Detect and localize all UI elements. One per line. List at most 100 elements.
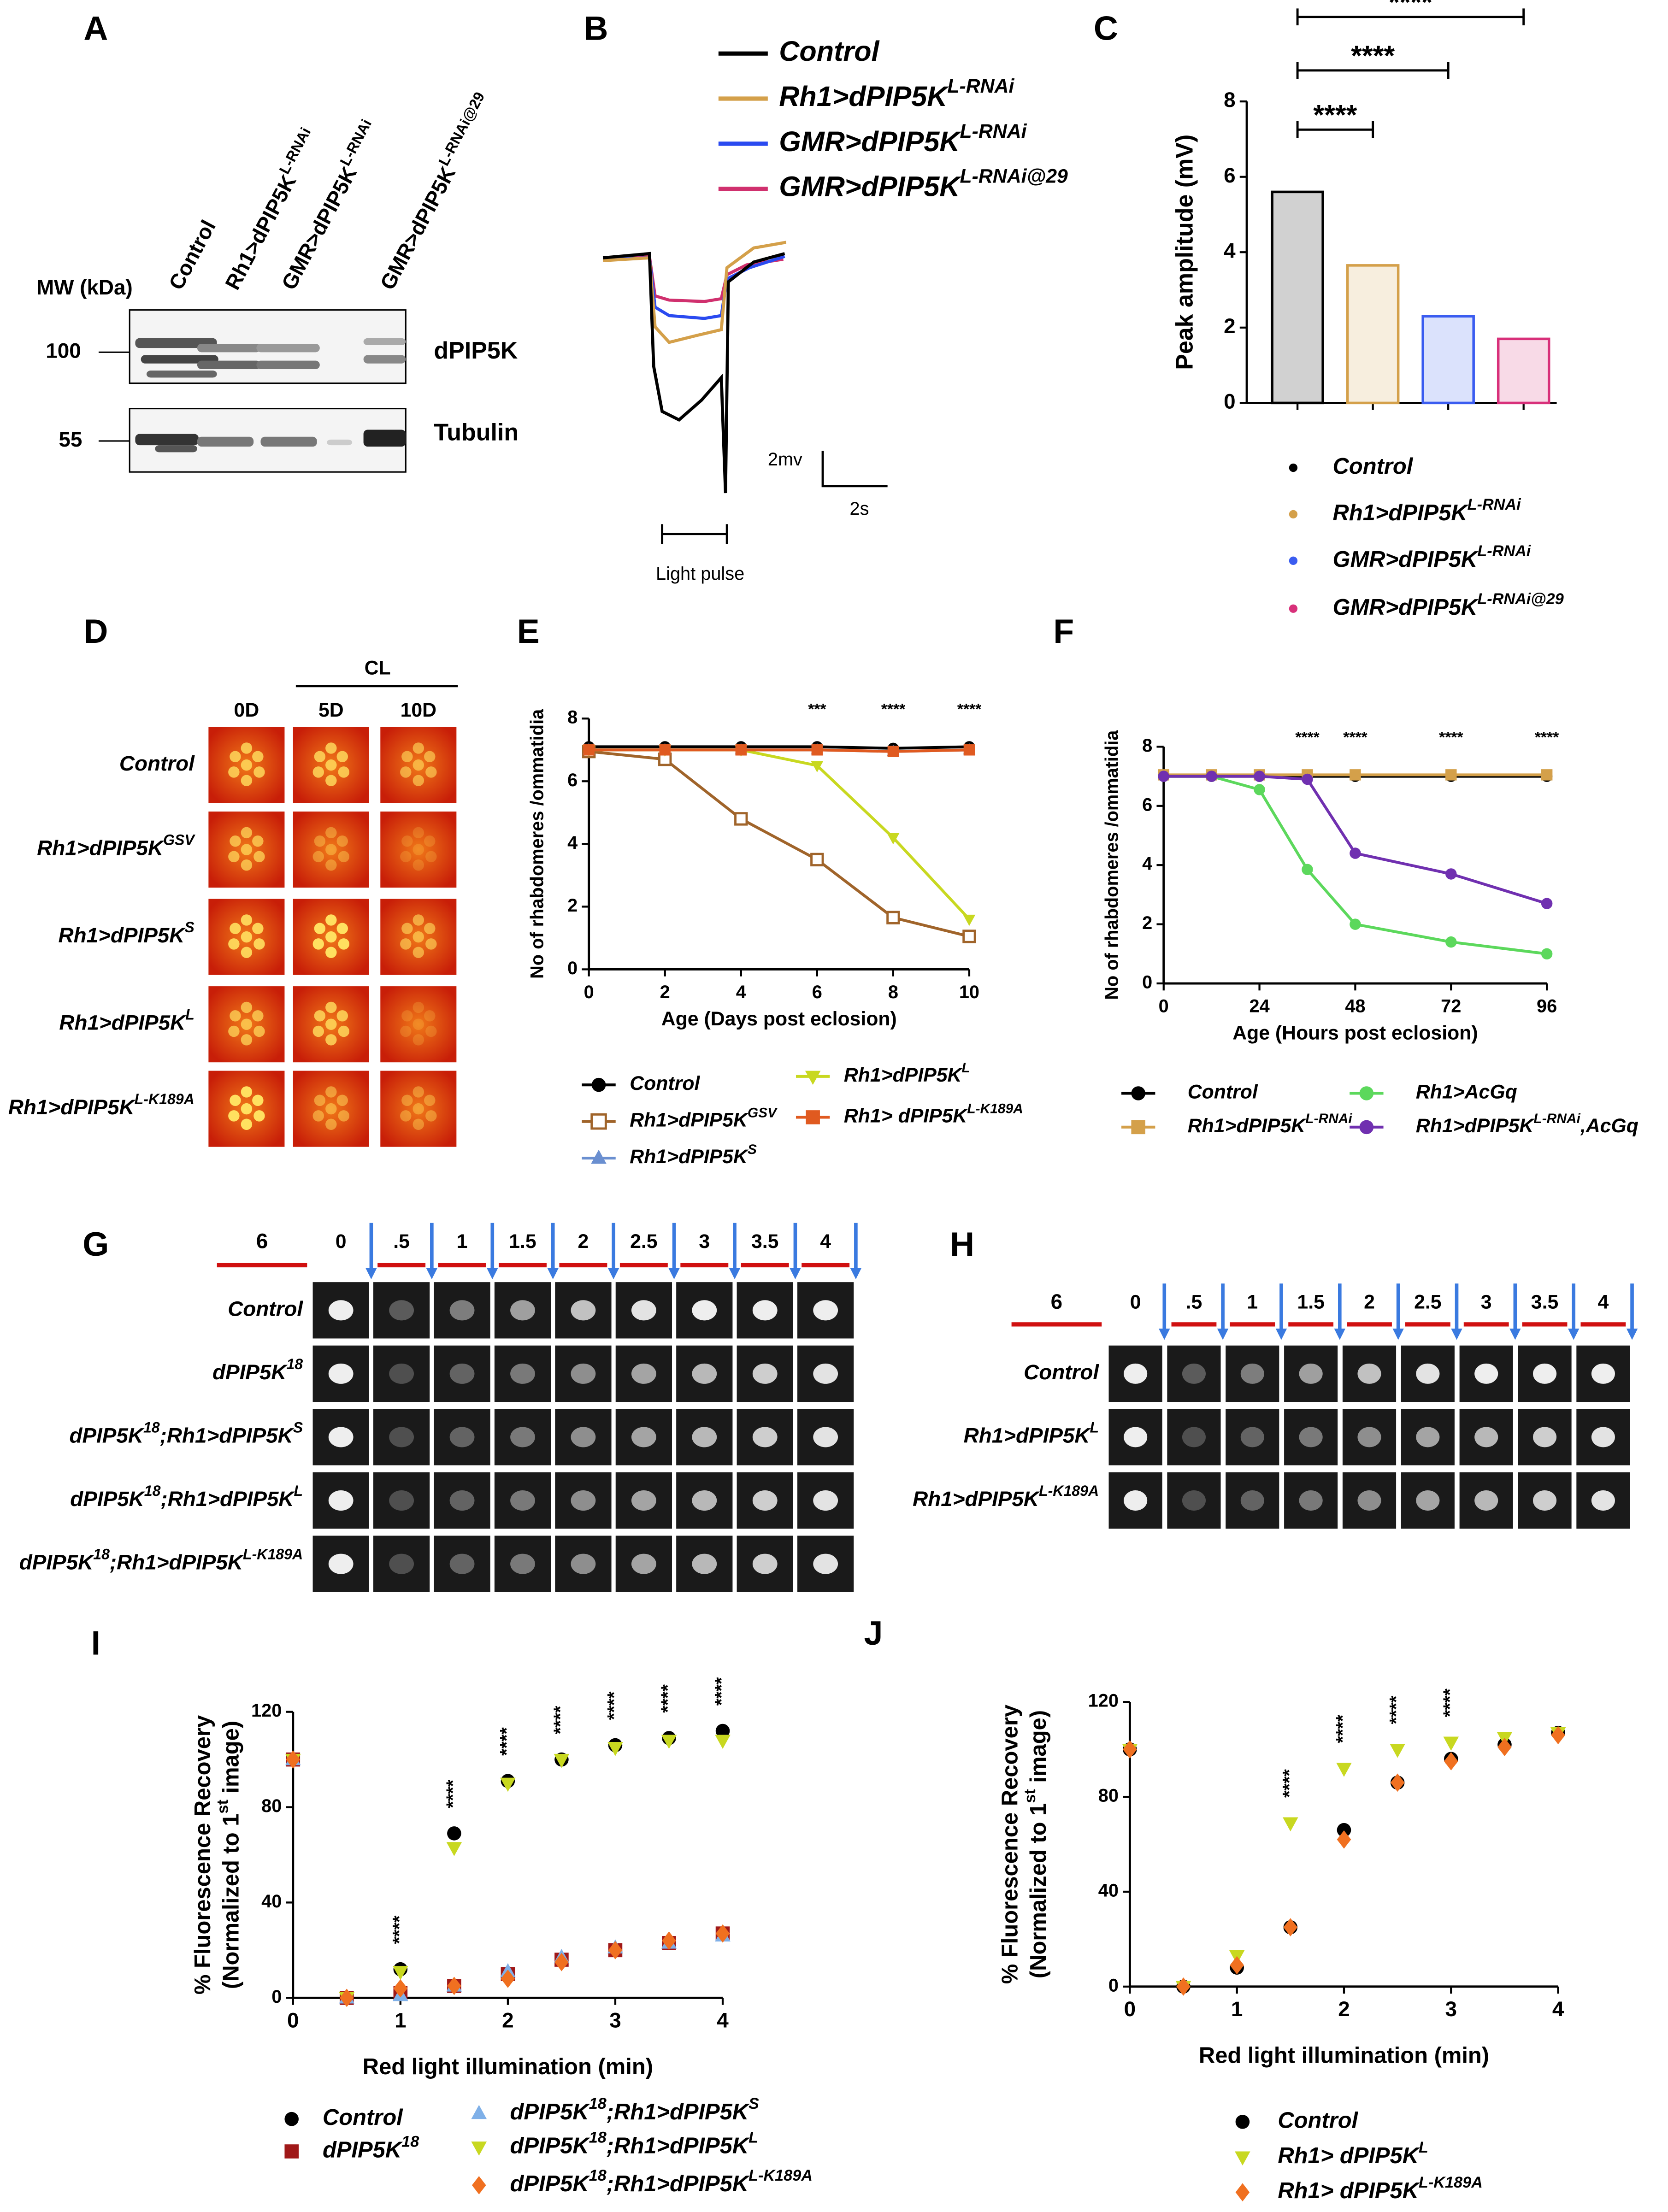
- rhabdomere: [230, 835, 241, 847]
- marker: [1444, 1752, 1458, 1771]
- rhabdomere: [241, 947, 253, 958]
- legend-label-part: L-K189A: [967, 1101, 1023, 1117]
- flash-arrow-head: [1217, 1329, 1229, 1340]
- x-tick-label: 2: [660, 982, 670, 1002]
- x-tick-label: 2: [1338, 1997, 1350, 2021]
- pseudopupil: [1299, 1363, 1323, 1384]
- y-axis-label-part: st: [214, 1800, 231, 1813]
- legend-label-part: Rh1> dPIP5K: [1278, 2143, 1420, 2168]
- pseudopupil: [389, 1427, 414, 1447]
- legend-label: Rh1> dPIP5KL-K189A: [1278, 2174, 1483, 2203]
- y-axis-label-part: Peak amplitude (mV): [1171, 135, 1198, 370]
- pseudopupil: [752, 1553, 778, 1574]
- marker: [284, 2144, 299, 2159]
- row-label-part: dPIP5K: [69, 1424, 144, 1447]
- marker: [1445, 936, 1457, 948]
- stimulus-bar: [661, 524, 728, 544]
- pseudopupil: [389, 1363, 414, 1384]
- rhabdomere: [241, 742, 253, 754]
- rhabdomere: [241, 931, 253, 943]
- x-tick-label: 3: [609, 2008, 621, 2032]
- marker: [1123, 1740, 1137, 1759]
- marker: [1445, 769, 1457, 781]
- marker: [1497, 1738, 1512, 1756]
- marker: [962, 930, 976, 943]
- panel-letter: H: [950, 1225, 974, 1263]
- x-tick-label: 8: [888, 982, 898, 1002]
- y-tick-label: 2: [1142, 913, 1152, 933]
- rhabdomere: [228, 1110, 240, 1122]
- pseudopupil: [389, 1553, 414, 1574]
- legend-label: Rh1>dPIP5KL-RNAi,AcGq: [1416, 1111, 1639, 1137]
- marker: [1443, 1736, 1459, 1751]
- micrograph: [380, 986, 457, 1063]
- marker: [393, 1966, 408, 1980]
- y-tick-label: 120: [1088, 1691, 1119, 1711]
- rhabdomere: [252, 1010, 264, 1022]
- pseudopupil: [328, 1300, 354, 1321]
- band: [327, 439, 353, 446]
- legend-label-part: L: [961, 1060, 970, 1076]
- bar: [1346, 264, 1400, 405]
- pseudopupil: [328, 1553, 354, 1574]
- pseudopupil: [1532, 1427, 1557, 1447]
- rhabdomere: [241, 1118, 253, 1130]
- legend-label: Rh1>dPIP5KL: [844, 1060, 970, 1086]
- mw-label: MW (kDa): [36, 275, 133, 299]
- marker: [1350, 918, 1361, 930]
- flash-arrow-head: [790, 1268, 801, 1280]
- rhabdomere: [338, 766, 350, 778]
- flash-arrow-head: [1392, 1329, 1404, 1340]
- rhabdomere: [400, 938, 412, 950]
- rhabdomere: [228, 766, 240, 778]
- pseudopupil-image: [434, 1535, 490, 1592]
- row-label-part: Rh1>dPIP5K: [8, 1095, 136, 1119]
- rhabdomere: [253, 1025, 265, 1037]
- rhabdomere: [312, 766, 324, 778]
- marker: [1235, 2151, 1250, 2166]
- y-axis-label: % Fluorescence Recovery: [190, 1715, 215, 1994]
- legend-label-part: Control: [630, 1072, 700, 1094]
- legend-label-part: Rh1>dPIP5K: [779, 81, 949, 112]
- y-axis-label-part: st: [1021, 1789, 1039, 1803]
- x-tick-label: 6: [812, 982, 822, 1002]
- rhabdomere: [400, 1025, 412, 1037]
- panel-letter: D: [83, 612, 108, 650]
- marker: [1541, 898, 1553, 909]
- legend-label: GMR>dPIP5KL-RNAi: [779, 120, 1027, 157]
- pseudopupil: [1124, 1363, 1148, 1384]
- y-tick-label: 0: [271, 1987, 282, 2007]
- legend-label-part: L: [1419, 2139, 1428, 2156]
- marker: [590, 1113, 607, 1130]
- micrograph: [293, 812, 369, 888]
- band: [197, 343, 261, 353]
- marker: [1445, 868, 1457, 880]
- rhabdomere: [228, 938, 240, 950]
- time-label: 2.5: [1414, 1291, 1441, 1313]
- row-label-part: Rh1>dPIP5K: [37, 836, 165, 860]
- legend-label-part: GMR>dPIP5K: [779, 171, 961, 202]
- pseudopupil-image: [1226, 1345, 1279, 1402]
- pseudopupil: [692, 1490, 717, 1511]
- legend-label-part: dPIP5K: [510, 2100, 590, 2124]
- row-label: Control: [228, 1296, 303, 1320]
- marker: [607, 1742, 623, 1756]
- row-label-part: S: [293, 1419, 303, 1436]
- pseudopupil: [813, 1363, 838, 1384]
- legend-marker: [1289, 510, 1298, 519]
- significance-label: ****: [658, 1684, 678, 1712]
- pseudopupil: [571, 1553, 596, 1574]
- legend-label: Rh1> dPIP5KL-K189A: [844, 1101, 1023, 1127]
- legend-label: Control: [779, 35, 880, 67]
- flash-arrow-head: [607, 1268, 619, 1280]
- y-axis-label: (Normalized to 1st image): [214, 1721, 243, 1989]
- significance-label: ****: [1332, 1714, 1353, 1743]
- y-axis-label-part: % Fluorescence Recovery: [190, 1715, 215, 1994]
- marker: [1254, 771, 1265, 782]
- x-tick-label: 96: [1537, 996, 1557, 1016]
- rhabdomere: [312, 1110, 324, 1122]
- pseudopupil: [813, 1490, 838, 1511]
- legend-label: Control: [1278, 2108, 1358, 2133]
- time-label: 3: [699, 1230, 710, 1253]
- y-axis-label: (Normalized to 1st image): [1021, 1710, 1051, 1978]
